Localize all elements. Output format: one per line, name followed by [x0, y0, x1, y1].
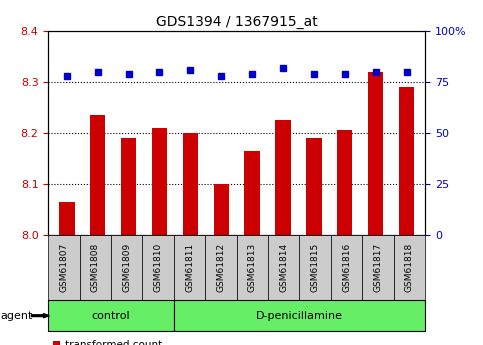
Bar [306, 138, 322, 235]
Text: transformed count: transformed count [65, 340, 162, 345]
Bar [337, 130, 353, 235]
Bar [121, 138, 136, 235]
Bar [275, 120, 291, 235]
Bar [399, 87, 414, 235]
Text: GSM61818: GSM61818 [405, 243, 414, 292]
Text: GSM61816: GSM61816 [342, 243, 351, 292]
Text: GSM61815: GSM61815 [311, 243, 320, 292]
Text: GSM61808: GSM61808 [91, 243, 100, 292]
Bar [368, 72, 384, 235]
Bar [183, 133, 198, 235]
Text: agent: agent [0, 311, 32, 321]
Text: GSM61814: GSM61814 [279, 243, 288, 292]
Bar [152, 128, 167, 235]
Text: control: control [92, 311, 130, 321]
Text: GSM61807: GSM61807 [59, 243, 69, 292]
Text: GSM61811: GSM61811 [185, 243, 194, 292]
Bar [90, 115, 105, 235]
Bar [244, 151, 260, 235]
Text: GSM61817: GSM61817 [373, 243, 383, 292]
Text: GSM61809: GSM61809 [122, 243, 131, 292]
Bar [59, 201, 74, 235]
Text: D-penicillamine: D-penicillamine [256, 311, 343, 321]
Text: GSM61810: GSM61810 [154, 243, 163, 292]
Text: GSM61812: GSM61812 [216, 243, 226, 292]
Title: GDS1394 / 1367915_at: GDS1394 / 1367915_at [156, 14, 317, 29]
Text: GSM61813: GSM61813 [248, 243, 257, 292]
Bar [213, 184, 229, 235]
